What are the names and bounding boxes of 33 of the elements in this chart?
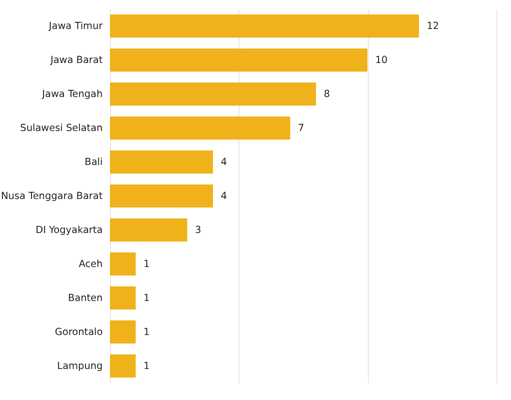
y-tick-label: Banten: [68, 292, 103, 304]
y-tick-label: Jawa Timur: [48, 21, 103, 32]
bar: [110, 252, 136, 276]
bar: [110, 218, 188, 242]
data-label: 4: [220, 156, 227, 168]
y-tick-label: Jawa Barat: [49, 55, 103, 66]
bar: [110, 320, 136, 344]
bar: [110, 354, 136, 378]
bar: [110, 116, 290, 140]
y-tick-label: Nusa Tenggara Barat: [1, 190, 103, 202]
bar: [110, 14, 419, 38]
data-label: 1: [144, 360, 150, 372]
data-label: 12: [426, 21, 440, 32]
data-label: 1: [144, 258, 150, 270]
y-tick-label: Aceh: [78, 258, 103, 270]
y-tick-label: Jawa Tengah: [41, 88, 103, 100]
y-tick-label: Gorontalo: [54, 326, 103, 338]
data-label: 7: [298, 122, 304, 134]
data-label: 3: [195, 224, 202, 236]
bar: [110, 82, 316, 106]
bar: [110, 150, 213, 174]
bar: [110, 286, 136, 310]
data-label: 1: [144, 326, 150, 338]
y-tick-label: Bali: [84, 156, 103, 168]
bar: [110, 48, 368, 72]
y-tick-label: Lampung: [57, 360, 103, 372]
y-tick-label: Sulawesi Selatan: [20, 122, 103, 134]
data-label: 1: [144, 292, 150, 304]
bar: [110, 184, 213, 208]
data-label: 4: [220, 190, 227, 202]
data-label: 10: [375, 55, 388, 66]
data-label: 8: [324, 88, 330, 100]
y-tick-label: DI Yogyakarta: [36, 224, 103, 236]
